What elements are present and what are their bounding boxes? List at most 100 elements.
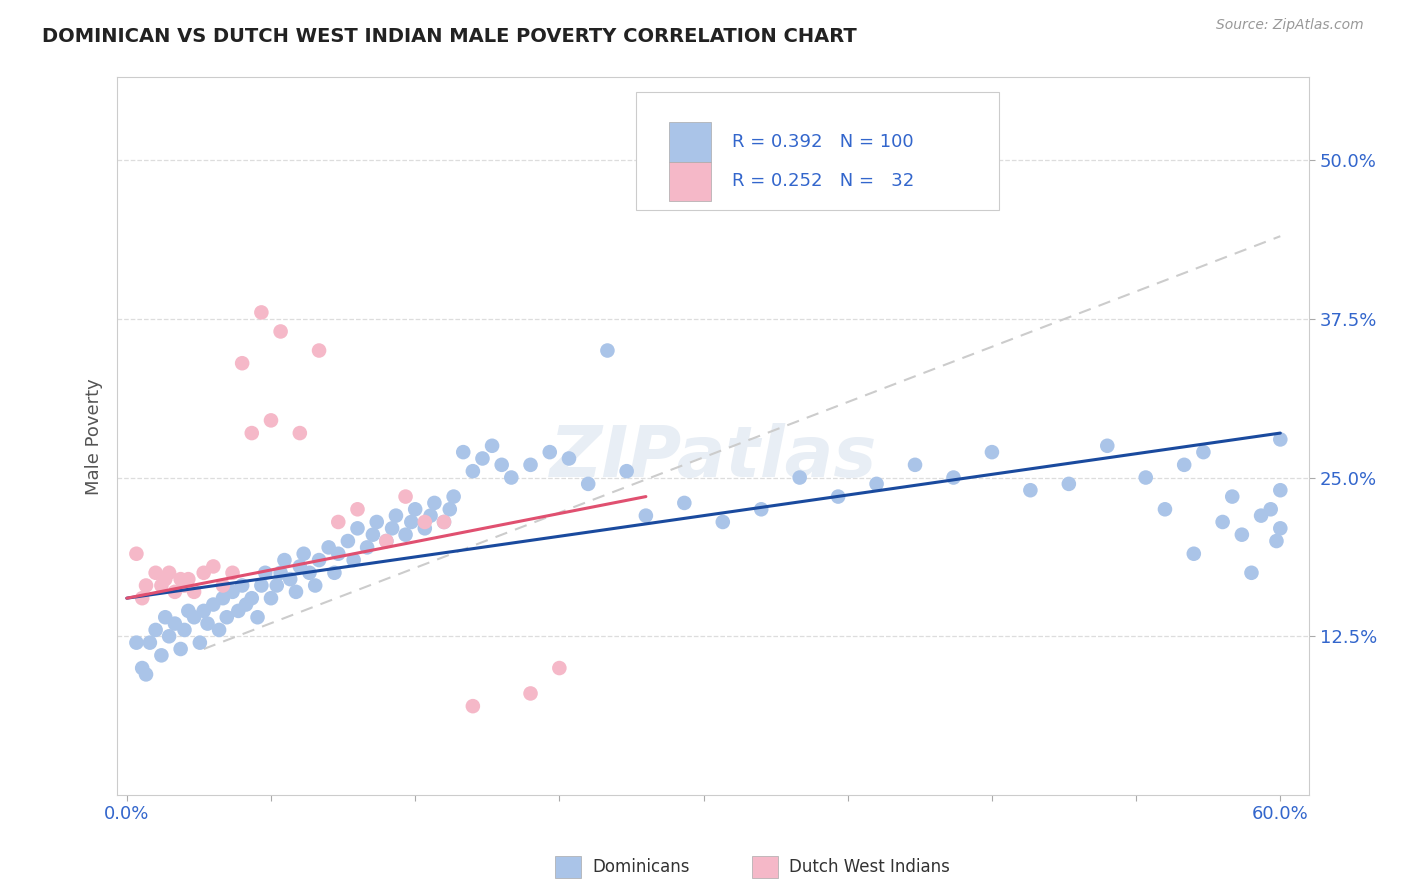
Point <box>1182 547 1205 561</box>
Point <box>634 508 657 523</box>
Point <box>451 445 474 459</box>
Text: DOMINICAN VS DUTCH WEST INDIAN MALE POVERTY CORRELATION CHART: DOMINICAN VS DUTCH WEST INDIAN MALE POVE… <box>42 27 856 45</box>
Point <box>125 635 148 649</box>
Point <box>260 413 283 427</box>
Point <box>616 464 638 478</box>
Point <box>308 343 330 358</box>
Point <box>413 521 436 535</box>
FancyBboxPatch shape <box>636 92 1000 211</box>
Point <box>471 451 494 466</box>
Point <box>394 527 416 541</box>
Point <box>173 578 195 592</box>
Point <box>749 502 772 516</box>
Point <box>250 578 273 592</box>
Point <box>443 490 465 504</box>
Point <box>346 521 368 535</box>
Point <box>1192 445 1215 459</box>
Point <box>361 527 384 541</box>
Point <box>131 661 153 675</box>
Point <box>1230 527 1253 541</box>
Point <box>270 325 292 339</box>
Point <box>135 578 157 592</box>
Point <box>538 445 561 459</box>
Point <box>1220 490 1243 504</box>
Point <box>221 585 243 599</box>
Point <box>1250 508 1272 523</box>
Point <box>183 585 205 599</box>
Point <box>519 686 541 700</box>
Point <box>145 566 167 580</box>
Point <box>226 604 249 618</box>
Point <box>596 343 619 358</box>
Point <box>318 541 340 555</box>
Point <box>1135 470 1157 484</box>
Text: ZIPatlas: ZIPatlas <box>550 424 877 492</box>
Point <box>381 521 404 535</box>
Point <box>558 451 581 466</box>
Point <box>548 661 571 675</box>
Point <box>501 470 523 484</box>
Point <box>208 623 231 637</box>
Point <box>491 458 513 472</box>
Point <box>202 598 225 612</box>
FancyBboxPatch shape <box>669 161 711 202</box>
Point <box>125 547 148 561</box>
Point <box>298 566 321 580</box>
Text: R = 0.252   N =   32: R = 0.252 N = 32 <box>733 172 914 191</box>
Text: Dominicans: Dominicans <box>592 858 689 876</box>
Point <box>177 572 200 586</box>
FancyBboxPatch shape <box>669 122 711 161</box>
Point <box>375 534 398 549</box>
Point <box>308 553 330 567</box>
Point <box>1240 566 1263 580</box>
Point <box>304 578 326 592</box>
Point <box>1097 439 1119 453</box>
Point <box>231 578 253 592</box>
Text: R = 0.392   N = 100: R = 0.392 N = 100 <box>733 133 914 151</box>
Point <box>1173 458 1195 472</box>
Point <box>250 305 273 319</box>
Point <box>366 515 388 529</box>
Text: Source: ZipAtlas.com: Source: ZipAtlas.com <box>1216 18 1364 32</box>
Point <box>711 515 734 529</box>
Point <box>394 490 416 504</box>
Point <box>673 496 696 510</box>
Point <box>273 553 295 567</box>
Point <box>481 439 503 453</box>
Point <box>285 585 308 599</box>
Point <box>356 541 378 555</box>
Point <box>942 470 965 484</box>
Point <box>240 591 263 606</box>
Point <box>385 508 408 523</box>
Point <box>433 515 456 529</box>
Point <box>519 458 541 472</box>
Point <box>157 566 180 580</box>
Point <box>173 623 195 637</box>
Point <box>145 623 167 637</box>
Point <box>401 515 423 529</box>
Point <box>576 476 599 491</box>
Point <box>197 616 219 631</box>
Point <box>439 502 461 516</box>
Point <box>155 572 177 586</box>
Point <box>292 547 315 561</box>
Point <box>260 591 283 606</box>
Point <box>215 610 238 624</box>
Point <box>231 356 253 370</box>
Point <box>266 578 288 592</box>
Point <box>1019 483 1042 498</box>
Point <box>1270 521 1292 535</box>
Point <box>183 610 205 624</box>
Point <box>413 515 436 529</box>
Point <box>163 585 186 599</box>
Point <box>404 502 426 516</box>
Point <box>1270 433 1292 447</box>
Point <box>150 648 173 663</box>
Point <box>461 464 484 478</box>
Point <box>375 534 398 549</box>
Point <box>461 699 484 714</box>
Point <box>254 566 277 580</box>
Point <box>323 566 346 580</box>
Point <box>1270 483 1292 498</box>
Point <box>221 566 243 580</box>
